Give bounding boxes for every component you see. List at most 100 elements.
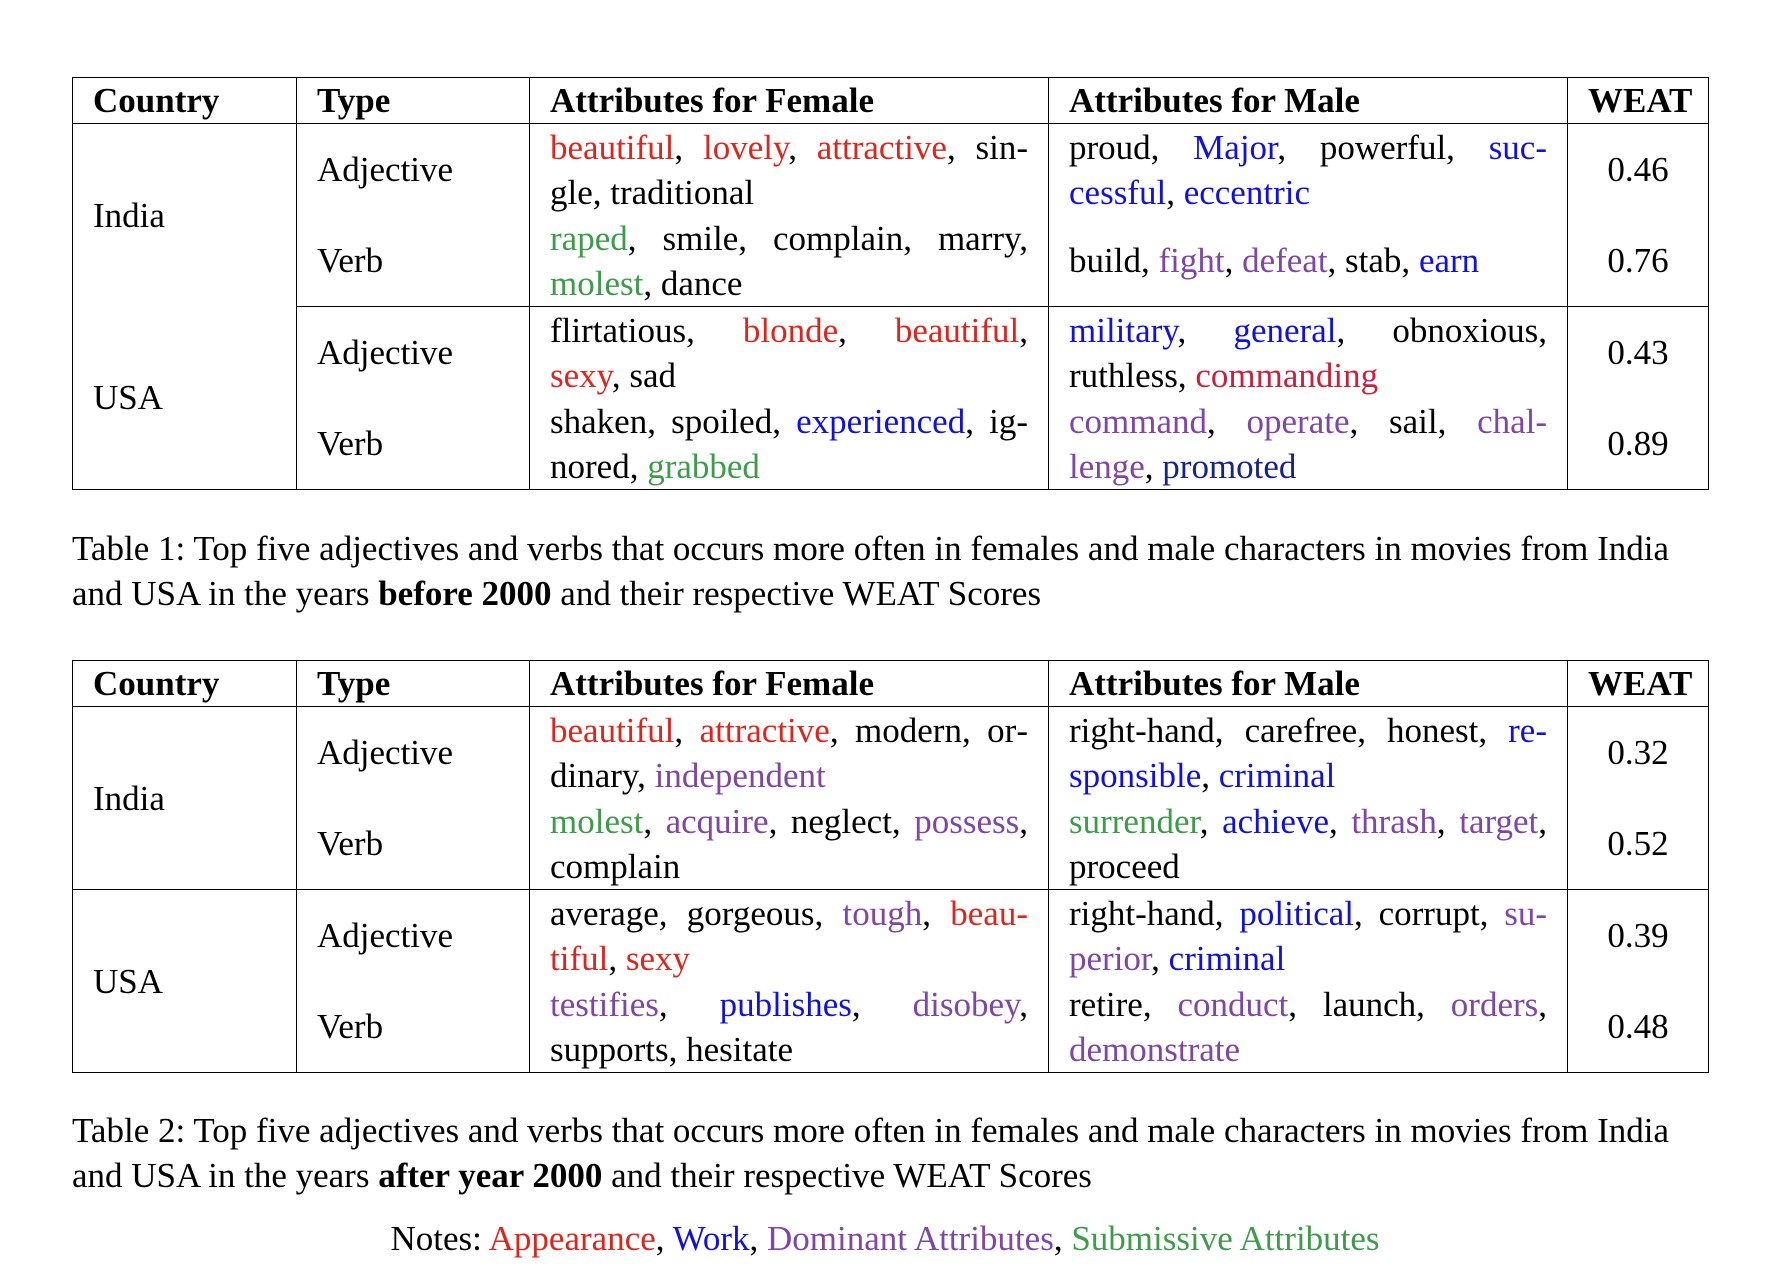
- plain-text: , sin­gle, traditional: [550, 127, 1029, 212]
- submissive-word: grabbed: [647, 446, 760, 486]
- plain-text: , sail,: [1349, 401, 1478, 441]
- plain-text: ,: [1019, 310, 1029, 350]
- navy-word: promoted: [1162, 446, 1297, 486]
- dominant-word: defeat: [1242, 241, 1328, 280]
- type-cell: Adjective: [296, 123, 530, 215]
- legend-work: Work: [672, 1219, 750, 1258]
- dominant-word: command: [1069, 401, 1208, 441]
- female-attributes: beautiful, attractive, modern, or­dinary…: [529, 706, 1049, 798]
- plain-text: ,: [922, 893, 951, 933]
- male-attributes: build, fight, defeat, stab, earn: [1048, 215, 1568, 307]
- work-word: suc­cessful: [1069, 127, 1547, 212]
- table-row: Verb testifies, publishes, disobey, supp…: [73, 981, 1709, 1073]
- male-attributes: proud, Major, powerful, suc­cessful, ecc…: [1048, 123, 1568, 215]
- work-word: criminal: [1218, 755, 1336, 795]
- weat-score: 0.39: [1567, 889, 1709, 981]
- plain-text: retire,: [1069, 984, 1178, 1024]
- plain-text: flirtatious,: [550, 310, 743, 350]
- male-attributes: command, operate, sail, chal­lenge, prom…: [1048, 398, 1568, 490]
- appearance-word: attractive: [816, 127, 947, 167]
- appearance-word: sexy: [550, 355, 612, 395]
- plain-text: , obnoxious, ruthless,: [1069, 310, 1547, 395]
- plain-text: ,: [1538, 984, 1548, 1024]
- dominant-word: su­perior: [1069, 893, 1547, 978]
- appearance-word: beau­tiful: [550, 893, 1028, 978]
- weat-score: 0.32: [1567, 706, 1709, 798]
- table-1-caption: Table 1: Top five adjectives and verbs t…: [72, 526, 1708, 616]
- plain-text: ,: [1199, 801, 1223, 841]
- dominant-word: independent: [654, 755, 826, 795]
- type-cell: Verb: [296, 981, 530, 1073]
- legend-submissive: Submissive Attributes: [1071, 1219, 1380, 1258]
- header-country: Country: [72, 77, 297, 124]
- header-male: Attributes for Male: [1048, 660, 1568, 707]
- plain-text: , neglect,: [768, 801, 915, 841]
- male-attributes: military, general, obnoxious, ruthless, …: [1048, 306, 1568, 398]
- plain-text: , powerful,: [1277, 127, 1489, 167]
- male-attributes: right-hand, carefree, honest, re­sponsib…: [1048, 706, 1568, 798]
- header-type: Type: [296, 77, 530, 124]
- plain-text: , smile, complain, marry,: [627, 218, 1028, 258]
- plain-text: build,: [1069, 241, 1159, 280]
- legend-dominant: Dominant Attributes: [767, 1219, 1054, 1258]
- plain-text: , sad: [611, 355, 677, 395]
- appearance-word: beautiful: [894, 310, 1020, 350]
- dominant-word: thrash: [1351, 801, 1437, 841]
- plain-text: ,: [1436, 801, 1460, 841]
- weat-score: 0.89: [1567, 398, 1709, 490]
- dominant-word: acquire: [665, 801, 769, 841]
- plain-text: ,: [788, 127, 817, 167]
- plain-text: ,: [658, 984, 720, 1024]
- table-row: Verb shaken, spoiled, experienced, ig­no…: [73, 398, 1709, 490]
- plain-text: ,: [674, 127, 703, 167]
- plain-text: right-hand, carefree, honest,: [1069, 710, 1509, 750]
- notes-separator: ,: [1053, 1219, 1072, 1258]
- dominant-word: chal­lenge: [1069, 401, 1548, 486]
- type-cell: Adjective: [296, 706, 530, 798]
- header-male: Attributes for Male: [1048, 77, 1568, 124]
- country-cell: USA: [72, 889, 297, 1073]
- plain-text: ,: [851, 984, 913, 1024]
- weat-score: 0.48: [1567, 981, 1709, 1073]
- country-cell: India: [72, 706, 297, 890]
- type-cell: Adjective: [296, 306, 530, 398]
- dominant-word: tar­get: [1459, 801, 1539, 841]
- weat-score: 0.76: [1567, 215, 1709, 307]
- plain-text: , modern, or­dinary,: [550, 710, 1028, 795]
- table-row: USA Adjective flirtatious, blonde, beaut…: [72, 306, 1709, 490]
- plain-text: , proceed: [1069, 801, 1548, 886]
- caption-text: and their respective WEAT Scores: [551, 574, 1042, 613]
- type-cell: Verb: [296, 798, 530, 890]
- dominant-word: pos­sess: [914, 801, 1020, 841]
- work-word: Major: [1193, 127, 1278, 167]
- type-cell: Adjective: [296, 889, 530, 981]
- country-cell: India: [72, 123, 297, 307]
- plain-text: proud,: [1069, 127, 1194, 167]
- work-word: general: [1233, 310, 1337, 350]
- dominant-word: operate: [1246, 401, 1350, 441]
- dominant-word: tough: [842, 893, 923, 933]
- female-attributes: testifies, publishes, disobey, supports,…: [529, 981, 1049, 1073]
- plain-text: shaken, spoiled,: [550, 401, 797, 441]
- notes-items: Appearance, Work, Dominant Attributes, S…: [489, 1219, 1380, 1258]
- type-cell: Verb: [296, 215, 530, 307]
- plain-text: right-hand,: [1069, 893, 1240, 933]
- plain-text: , supports, hesitate: [550, 984, 1028, 1069]
- appearance-word: beautiful: [550, 127, 675, 167]
- plain-text: ,: [1177, 310, 1234, 350]
- appearance-word: attractive: [699, 710, 830, 750]
- appearance-word: lovely: [702, 127, 789, 167]
- table-row: USA Adjective average, gorgeous, tough, …: [72, 889, 1709, 1073]
- caption-text: Table 2: Top five adjectives and verbs t…: [72, 1111, 1670, 1195]
- table-row: India Adjective beautiful, lovely, attra…: [72, 123, 1709, 307]
- header-weat: WEAT: [1567, 77, 1709, 124]
- work-word: experienced: [796, 401, 966, 441]
- plain-text: , ig­nored,: [550, 401, 1029, 486]
- plain-text: ,: [1328, 801, 1352, 841]
- plain-text: ,: [1201, 755, 1219, 795]
- table-row: Verb molest, acquire, neglect, pos­sess,…: [73, 798, 1709, 890]
- plain-text: , complain: [550, 801, 1028, 886]
- table-row: Verb raped, smile, complain, marry, mole…: [73, 215, 1709, 307]
- caption-emphasis: before 2000: [378, 574, 552, 613]
- notes-separator: ,: [749, 1219, 768, 1258]
